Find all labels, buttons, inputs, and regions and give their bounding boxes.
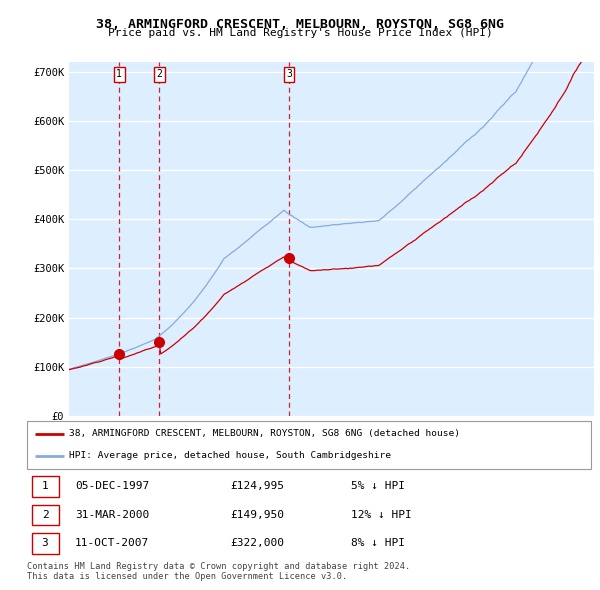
Text: 1: 1 (41, 481, 49, 491)
Text: 31-MAR-2000: 31-MAR-2000 (75, 510, 149, 520)
Text: 3: 3 (41, 538, 49, 548)
Text: 38, ARMINGFORD CRESCENT, MELBOURN, ROYSTON, SG8 6NG: 38, ARMINGFORD CRESCENT, MELBOURN, ROYST… (96, 18, 504, 31)
Text: 05-DEC-1997: 05-DEC-1997 (75, 481, 149, 491)
Text: 38, ARMINGFORD CRESCENT, MELBOURN, ROYSTON, SG8 6NG (detached house): 38, ARMINGFORD CRESCENT, MELBOURN, ROYST… (70, 430, 460, 438)
Text: Contains HM Land Registry data © Crown copyright and database right 2024.: Contains HM Land Registry data © Crown c… (27, 562, 410, 571)
Text: 2: 2 (41, 510, 49, 520)
Text: £124,995: £124,995 (230, 481, 284, 491)
Text: 3: 3 (286, 69, 292, 79)
Text: 5% ↓ HPI: 5% ↓ HPI (351, 481, 406, 491)
Text: Price paid vs. HM Land Registry's House Price Index (HPI): Price paid vs. HM Land Registry's House … (107, 28, 493, 38)
Text: 11-OCT-2007: 11-OCT-2007 (75, 538, 149, 548)
Text: £149,950: £149,950 (230, 510, 284, 520)
Text: 12% ↓ HPI: 12% ↓ HPI (351, 510, 412, 520)
FancyBboxPatch shape (27, 421, 591, 469)
Text: This data is licensed under the Open Government Licence v3.0.: This data is licensed under the Open Gov… (27, 572, 347, 581)
Text: HPI: Average price, detached house, South Cambridgeshire: HPI: Average price, detached house, Sout… (70, 451, 391, 460)
Text: £322,000: £322,000 (230, 538, 284, 548)
Text: 1: 1 (116, 69, 122, 79)
FancyBboxPatch shape (32, 533, 59, 553)
Text: 8% ↓ HPI: 8% ↓ HPI (351, 538, 406, 548)
Text: 2: 2 (157, 69, 163, 79)
FancyBboxPatch shape (32, 476, 59, 497)
FancyBboxPatch shape (32, 504, 59, 525)
